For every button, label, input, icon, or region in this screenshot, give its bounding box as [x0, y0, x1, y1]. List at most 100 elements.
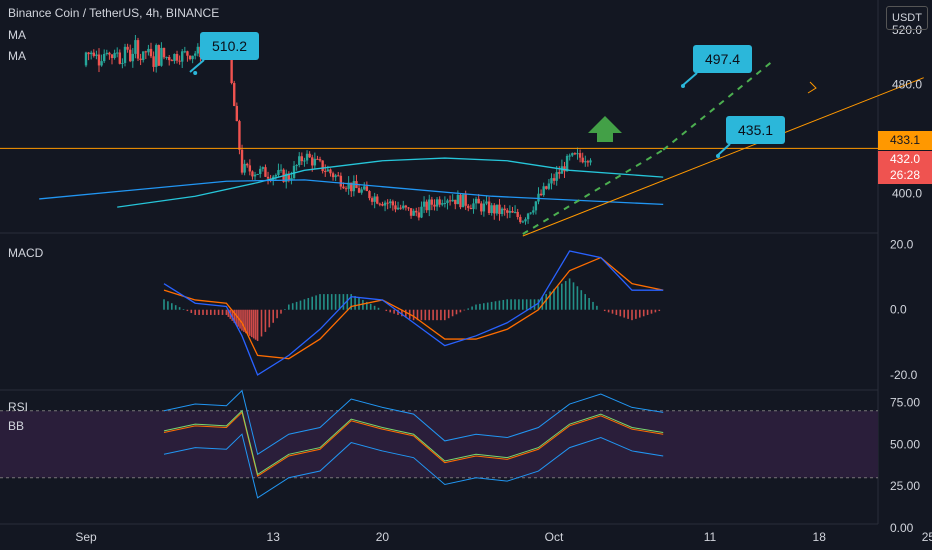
candle-body	[396, 207, 400, 210]
candle-body	[173, 54, 176, 62]
candle-body	[97, 54, 101, 66]
candle-body	[136, 40, 140, 59]
candle-body	[170, 60, 174, 62]
candle-body	[183, 51, 187, 53]
rsi-band-fill	[0, 410, 878, 479]
macd-title[interactable]: MACD	[8, 246, 44, 260]
x-tick-13: 13	[267, 530, 281, 544]
candle-body	[110, 54, 114, 59]
candle-body	[84, 52, 88, 66]
candle-body	[113, 52, 116, 59]
callout-510[interactable]: 510.2	[200, 32, 260, 60]
candle-body	[428, 199, 431, 211]
candle-body	[365, 186, 369, 192]
candle-body	[123, 46, 127, 63]
candle-body	[482, 203, 486, 212]
candle-body	[469, 207, 473, 210]
candle-body	[321, 160, 324, 172]
candle-body	[511, 210, 514, 213]
candle-body	[438, 199, 441, 205]
candle-body	[95, 54, 98, 56]
callout-497[interactable]: 497.4	[693, 45, 753, 73]
hline-price-tag: 433.1	[878, 131, 932, 150]
candle-body	[342, 186, 345, 189]
candle-body	[253, 174, 257, 177]
candle-body	[425, 201, 428, 211]
candle-body	[378, 203, 382, 205]
candle-body	[487, 201, 491, 214]
callout-435[interactable]: 435.1	[726, 116, 786, 144]
callout-497-dot	[681, 84, 685, 88]
candle-body	[350, 182, 353, 192]
candle-body	[331, 173, 335, 178]
indicator-ma-2[interactable]: MA	[8, 49, 26, 63]
macd-signal-line	[163, 256, 664, 360]
candle-body	[480, 203, 483, 212]
candle-body	[279, 169, 283, 171]
candle-body	[381, 204, 384, 206]
candle-body	[134, 40, 137, 54]
candle-body	[235, 106, 239, 122]
bb-lower-line	[163, 433, 664, 499]
candle-body	[324, 171, 327, 173]
candle-body	[568, 155, 571, 157]
dashed-support	[522, 149, 664, 235]
candle-body	[539, 193, 543, 196]
candle-body	[240, 149, 244, 173]
currency-unit-button[interactable]: USDT	[886, 6, 928, 30]
candle-body	[373, 196, 376, 202]
last-price-tag: 432.0	[878, 151, 932, 167]
candle-body	[285, 173, 288, 182]
candle-body	[357, 188, 361, 193]
candle-body	[108, 52, 111, 55]
macd-tick: 20.0	[890, 238, 914, 252]
candle-body	[233, 83, 236, 107]
candle-body	[532, 210, 535, 213]
candle-body	[261, 167, 265, 169]
candle-body	[142, 51, 145, 61]
macd-tick: 0.0	[890, 303, 907, 317]
candle-body	[537, 193, 540, 202]
candle-body	[586, 161, 590, 163]
candle-body	[391, 201, 395, 206]
candle-body	[157, 45, 161, 66]
candle-body	[191, 55, 194, 60]
candle-body	[435, 199, 439, 207]
candle-body	[139, 58, 142, 61]
candle-body	[311, 157, 314, 166]
candle-body	[149, 48, 153, 57]
rsi-band	[0, 410, 878, 478]
candle-body	[552, 178, 556, 181]
candle-body	[194, 53, 197, 56]
indicator-ma-1[interactable]: MA	[8, 28, 26, 42]
candle-body	[344, 188, 348, 190]
candle-body	[363, 186, 366, 190]
candle-body	[402, 205, 405, 209]
candle-body	[188, 55, 192, 60]
candle-body	[558, 172, 561, 174]
candle-body	[495, 204, 499, 214]
candle-body	[493, 205, 496, 214]
candle-body	[454, 199, 457, 205]
rsi-title[interactable]: RSI	[8, 400, 29, 414]
callout-435-dot	[716, 154, 720, 158]
candle-body	[100, 61, 103, 66]
price-tick: 480.0	[892, 77, 922, 91]
macd-tick: -20.0	[890, 368, 918, 382]
candle-body	[389, 201, 392, 204]
bb-title[interactable]: BB	[8, 419, 25, 433]
candle-body	[547, 183, 551, 189]
candle-body	[415, 210, 418, 213]
candle-body	[581, 157, 584, 163]
price-tick: 400.0	[892, 186, 922, 200]
candle-body	[386, 202, 389, 204]
candle-body	[529, 212, 532, 214]
candle-body	[305, 153, 309, 161]
candle-body	[118, 52, 122, 64]
bar-timer-tag: 26:28	[878, 167, 932, 184]
candle-body	[126, 46, 129, 50]
candle-body	[334, 175, 337, 178]
candle-body	[181, 51, 184, 62]
